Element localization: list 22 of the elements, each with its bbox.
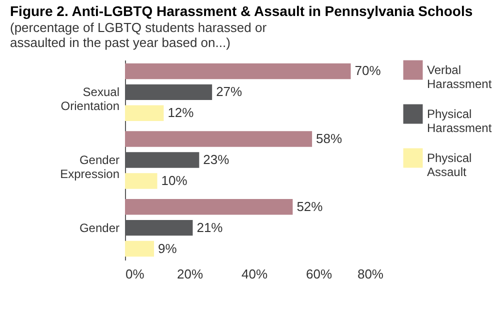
x-tick-label: 20% [176,266,204,282]
data-label: 21% [196,220,224,235]
x-tick-label: 40% [241,266,268,282]
y-tick-label: Gender [79,220,120,235]
x-tick-label: 80% [357,266,384,282]
data-label: 52% [296,198,324,214]
x-tick-label: 60% [306,266,332,282]
y-tick-label: Gender Expression [60,153,120,181]
x-tick-label: 0% [126,266,145,282]
data-label: 70% [354,63,382,78]
data-label: 9% [158,240,178,256]
data-label: 10% [161,172,188,188]
data-label: 23% [203,152,230,167]
data-label: 27% [216,84,243,100]
chart-title: Figure 2. Anti-LGBTQ Harassment & Assault in Pennsylvania Schools [10,3,473,19]
legend-label: Physical Assault [427,151,472,179]
data-label: 12% [168,105,194,120]
data-label: 58% [316,131,343,146]
legend-label: Verbal Harassment [427,63,492,91]
chart-subtitle: (percentage of LGBTQ students harassed or assaulted in the past year based on...) [10,20,268,50]
legend-label: Physical Harassment [427,107,492,135]
y-tick-label: Sexual Orientation [60,85,120,114]
